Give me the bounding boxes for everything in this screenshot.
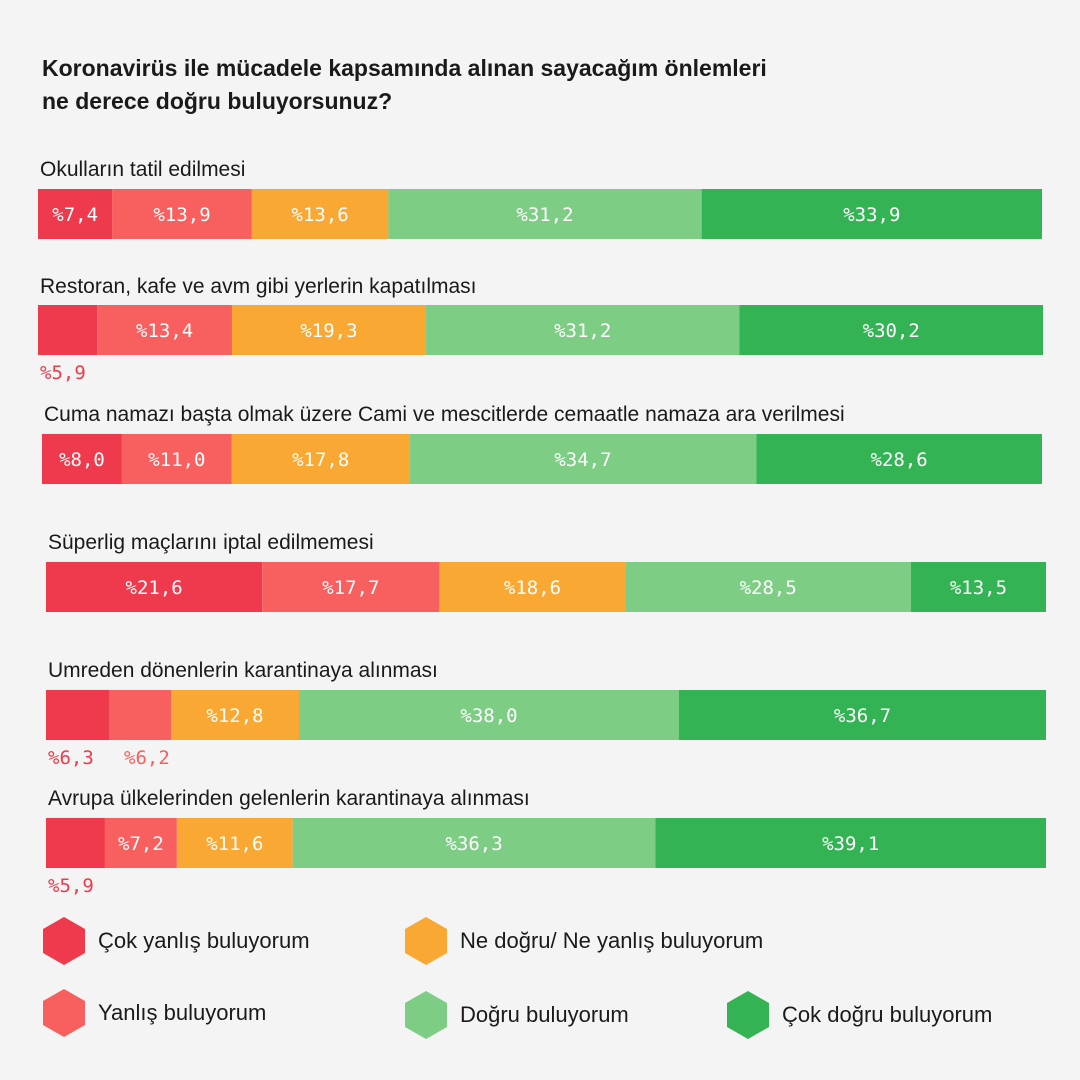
bar-segment: [42, 434, 122, 484]
chart-title-line-2: ne derece doğru buluyorsunuz?: [42, 88, 393, 114]
segment-value-label: %28,5: [740, 577, 797, 599]
segment-value-label: %7,4: [52, 204, 98, 226]
bar-segment: [701, 189, 1042, 239]
segment-value-label: %36,7: [834, 705, 891, 727]
chart-title-line-1: Koronavirüs ile mücadele kapsamında alın…: [42, 55, 767, 81]
segment-value-label: %31,2: [516, 204, 573, 226]
segment-value-label-below: %6,2: [124, 747, 170, 769]
segment-value-label: %17,7: [322, 577, 379, 599]
legend-item-cok-dogru: Çok doğru buluyorum: [726, 991, 992, 1039]
bar-segment: [756, 434, 1042, 484]
bar-segment: [46, 818, 105, 868]
segment-value-label: %30,2: [863, 320, 920, 342]
segment-value-label: %38,0: [460, 705, 517, 727]
segment-value-label: %36,3: [445, 833, 502, 855]
legend-item-cok-yanlis: Çok yanlış buluyorum: [42, 917, 310, 965]
bar-segment: [262, 562, 440, 612]
segment-value-label: %13,9: [153, 204, 210, 226]
segment-value-label: %33,9: [843, 204, 900, 226]
segment-value-label: %7,2: [118, 833, 164, 855]
legend-swatch-hexagon-icon: [405, 917, 447, 965]
bar-segment: [46, 690, 109, 740]
bar-row: Avrupa ülkelerinden gelenlerin karantina…: [46, 787, 1046, 897]
segment-value-label: %21,6: [126, 577, 183, 599]
bar-segment: [176, 818, 293, 868]
legend-swatch-hexagon-icon: [43, 917, 85, 965]
segment-value-label: %13,5: [950, 577, 1007, 599]
segment-value-label-below: %6,3: [48, 747, 94, 769]
segment-value-label-below: %5,9: [40, 362, 86, 384]
bar-segment: [104, 818, 177, 868]
bar-segment: [46, 562, 263, 612]
legend-label: Ne doğru/ Ne yanlış buluyorum: [460, 928, 764, 953]
row-label: Avrupa ülkelerinden gelenlerin karantina…: [48, 787, 530, 810]
bar-segment: [679, 690, 1046, 740]
bar-segment: [409, 434, 757, 484]
row-label: Okulların tatil edilmesi: [40, 158, 245, 181]
bar-segment: [97, 305, 232, 355]
segment-value-label: %17,8: [292, 449, 349, 471]
bar-segment: [121, 434, 232, 484]
legend-label: Çok yanlış buluyorum: [98, 928, 310, 953]
row-label: Restoran, kafe ve avm gibi yerlerin kapa…: [40, 275, 477, 298]
legend-swatch-hexagon-icon: [727, 991, 769, 1039]
bar-segment: [171, 690, 299, 740]
legend-swatch-shape: [43, 989, 85, 1037]
legend-label: Yanlış buluyorum: [98, 1000, 267, 1025]
legend-swatch-hexagon-icon: [405, 991, 447, 1039]
bar-segment: [439, 562, 626, 612]
bar-segment: [109, 690, 171, 740]
bar-segment: [425, 305, 740, 355]
legend-label: Çok doğru buluyorum: [782, 1002, 993, 1027]
row-label: Cuma namazı başta olmak üzere Cami ve me…: [44, 403, 845, 426]
bar-segment: [655, 818, 1046, 868]
segment-value-label: %13,4: [136, 320, 193, 342]
legend-item-yanlis: Yanlış buluyorum: [42, 989, 266, 1037]
legend-item-ne-dogru-ne-yanlis: Ne doğru/ Ne yanlış buluyorum: [404, 917, 763, 965]
bar-segment: [231, 305, 426, 355]
segment-value-label: %13,6: [292, 204, 349, 226]
segment-value-label: %39,1: [822, 833, 879, 855]
legend-item-dogru: Doğru buluyorum: [404, 991, 629, 1039]
segment-value-label: %11,6: [206, 833, 263, 855]
bar-segment: [299, 690, 679, 740]
segment-value-label: %34,7: [554, 449, 611, 471]
row-label: Umreden dönenlerin karantinaya alınması: [48, 659, 438, 682]
legend-swatch-shape: [405, 917, 447, 965]
bar-row: Cuma namazı başta olmak üzere Cami ve me…: [42, 403, 1042, 484]
segment-value-label: %8,0: [59, 449, 105, 471]
bar-segment: [231, 434, 410, 484]
bar-segment: [388, 189, 702, 239]
segment-value-label: %28,6: [871, 449, 928, 471]
bar-segment: [251, 189, 389, 239]
legend-swatch-shape: [43, 917, 85, 965]
legend-swatch-hexagon-icon: [43, 989, 85, 1037]
bar-segment: [38, 189, 113, 239]
segment-value-label: %19,3: [300, 320, 357, 342]
segment-value-label: %11,0: [148, 449, 205, 471]
bar-segment: [292, 818, 656, 868]
bar-row: Umreden dönenlerin karantinaya alınması%…: [46, 659, 1046, 769]
legend-label: Doğru buluyorum: [460, 1002, 629, 1027]
legend-swatch-shape: [727, 991, 769, 1039]
segment-value-label-below: %5,9: [48, 875, 94, 897]
row-label: Süperlig maçlarını iptal edilmemesi: [48, 531, 374, 554]
bar-segment: [625, 562, 911, 612]
bar-row: Süperlig maçlarını iptal edilmemesi %21,6…: [46, 531, 1046, 612]
bar-segment: [910, 562, 1046, 612]
bar-segment: [38, 305, 98, 355]
segment-value-label: %31,2: [554, 320, 611, 342]
segment-value-label: %18,6: [504, 577, 561, 599]
bar-segment: [112, 189, 252, 239]
bar-row: Restoran, kafe ve avm gibi yerlerin kapa…: [38, 275, 1043, 384]
legend-swatch-shape: [405, 991, 447, 1039]
chart-title: Koronavirüs ile mücadele kapsamında alın…: [42, 52, 942, 118]
stacked-bar-chart: Okulların tatil edilmesi %7,4 %13,9 %13,6 %3…: [38, 158, 1046, 897]
segment-value-label: %12,8: [206, 705, 263, 727]
bar-row: Okulların tatil edilmesi %7,4 %13,9 %13,6 %3…: [38, 158, 1042, 239]
bar-segment: [739, 305, 1043, 355]
